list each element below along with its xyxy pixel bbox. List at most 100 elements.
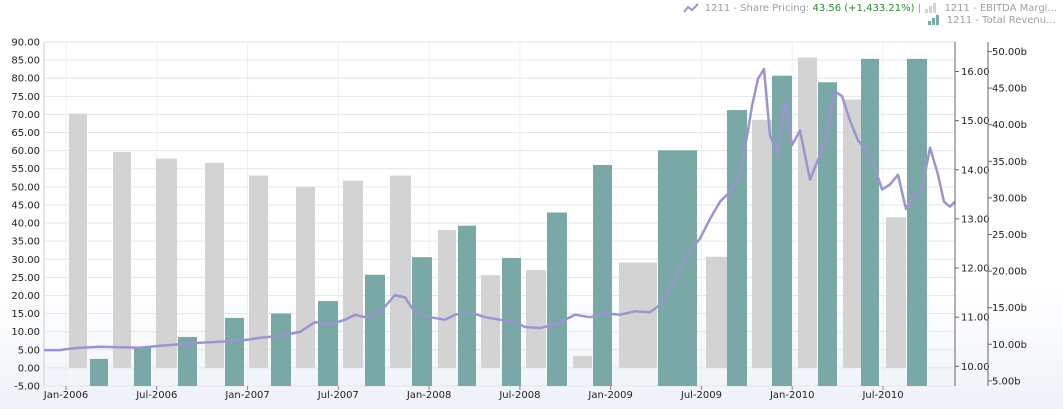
bar-chart-icon <box>925 3 937 13</box>
revenue-bar <box>458 225 476 386</box>
ebitda-bar <box>205 162 224 368</box>
axes: -5.00 0.00 5.00 10.00 15.00 20.00 25.00 30.00 35… <box>11 38 1027 402</box>
right-axis-2-tick-label: 40.00b <box>992 120 1027 131</box>
legend-revenue-label: 1211 - Total Revenu... <box>946 15 1056 26</box>
right-axis-2-tick-label: 35.00b <box>992 157 1027 168</box>
right-axis-2-tick-label: 15.00b <box>992 303 1027 314</box>
left-axis-tick-label: 75.00 <box>11 92 40 103</box>
revenue-bar <box>658 150 697 386</box>
ebitda-bar <box>706 256 727 368</box>
legend-ebitda-label: 1211 - EBITDA Margi... <box>944 3 1057 14</box>
ebitda-bar <box>886 217 906 368</box>
revenue-bar <box>547 212 567 386</box>
ebitda-bar <box>573 355 592 368</box>
left-axis-tick-label: 65.00 <box>11 128 40 139</box>
revenue-bar <box>318 301 338 386</box>
revenue-bar <box>178 336 197 386</box>
legend-share-label: 1211 - Share Pricing: <box>704 3 810 14</box>
legend-ebitda[interactable]: 1211 - EBITDA Margi... <box>924 3 1057 14</box>
right-axis-2-tick-label: 10.00b <box>992 340 1027 351</box>
revenue-bar <box>907 58 927 386</box>
ebitda-bar <box>390 175 411 368</box>
x-axis-tick-label: Jul-2008 <box>498 390 540 401</box>
right-axis-2-tick-label: 50.00b <box>992 47 1027 58</box>
right-axis-2-tick-label: 5.00b <box>992 376 1021 387</box>
ebitda-bar <box>438 229 456 368</box>
bar-chart-icon <box>927 15 939 25</box>
left-axis-tick-label: 85.00 <box>11 56 40 67</box>
right-axis-2-tick-label: 25.00b <box>992 230 1027 241</box>
revenue-bar <box>134 347 151 386</box>
x-axis-tick-label: Jan-2010 <box>769 390 814 401</box>
share-price-line <box>44 67 956 352</box>
right-axis-2-tick-label: 30.00b <box>992 193 1027 204</box>
line-chart-icon <box>682 3 699 13</box>
right-axis-1-tick-label: 13.00 <box>961 214 990 225</box>
left-axis-tick-label: 5.00 <box>18 345 40 356</box>
left-axis-tick-label: 45.00 <box>11 200 40 211</box>
left-axis-tick-label: 50.00 <box>11 182 40 193</box>
left-axis-tick-label: 35.00 <box>11 237 40 248</box>
right-axis-2-tick-label: 20.00b <box>992 267 1027 278</box>
revenue-bars <box>90 58 927 387</box>
right-axis-2-tick-label: 45.00b <box>992 84 1027 95</box>
left-axis-tick-label: 90.00 <box>11 38 40 49</box>
x-axis-tick-label: Jul-2007 <box>317 390 359 401</box>
right-axis-1-tick-label: 15.00 <box>961 116 990 127</box>
legend-share-pricing[interactable]: 1211 - Share Pricing: 43.56 (+1,433.21%) <box>682 3 918 14</box>
chart-legend: 1211 - Share Pricing: 43.56 (+1,433.21%)… <box>682 3 1057 27</box>
x-axis-tick-label: Jan-2009 <box>587 390 632 401</box>
x-axis-tick-label: Jan-2008 <box>406 390 451 401</box>
left-axis-tick-label: 25.00 <box>11 273 40 284</box>
revenue-bar <box>271 313 291 386</box>
legend-separator: | <box>917 3 922 14</box>
left-axis-tick-label: 55.00 <box>11 164 40 175</box>
ebitda-bar <box>481 275 500 368</box>
ebitda-bars <box>69 57 906 368</box>
right-axis-1-tick-label: 11.00 <box>961 313 990 324</box>
ebitda-bar <box>343 180 363 368</box>
left-axis-tick-label: 0.00 <box>18 363 40 374</box>
ebitda-bar <box>798 57 817 368</box>
left-axis-tick-label: -5.00 <box>14 382 40 393</box>
ebitda-bar <box>113 152 131 368</box>
ebitda-bar <box>526 270 546 368</box>
right-axis-1-tick-label: 16.00 <box>961 67 990 78</box>
legend-row-top: 1211 - Share Pricing: 43.56 (+1,433.21%)… <box>682 3 1057 15</box>
left-axis-tick-label: 60.00 <box>11 146 40 157</box>
x-axis-tick-label: Jul-2006 <box>135 390 177 401</box>
revenue-bar <box>593 164 612 386</box>
revenue-bar <box>365 274 385 386</box>
legend-revenue[interactable]: 1211 - Total Revenu... <box>927 15 1056 26</box>
revenue-bar <box>861 58 879 386</box>
left-axis-tick-label: 10.00 <box>11 327 40 338</box>
ebitda-bar <box>249 175 268 368</box>
revenue-bar <box>818 82 837 387</box>
legend-share-value: 43.56 (+1,433.21%) <box>812 3 915 14</box>
left-axis-tick-label: 40.00 <box>11 219 40 230</box>
right-axis-1-tick-label: 10.00 <box>961 362 990 373</box>
ebitda-bar <box>69 113 87 368</box>
x-axis-tick-label: Jul-2009 <box>680 390 722 401</box>
left-axis-tick-label: 15.00 <box>11 309 40 320</box>
x-axis-tick-label: Jan-2006 <box>43 390 88 401</box>
left-axis-tick-label: 70.00 <box>11 110 40 121</box>
revenue-bar <box>225 317 244 386</box>
share-price-path <box>44 67 956 352</box>
revenue-bar <box>412 257 432 386</box>
left-axis-tick-label: 80.00 <box>11 74 40 85</box>
legend-row-bottom: 1211 - Total Revenu... <box>683 15 1057 27</box>
ebitda-bar <box>843 99 861 368</box>
revenue-bar <box>727 110 747 386</box>
revenue-bar <box>90 358 108 386</box>
left-axis-tick-label: 20.00 <box>11 291 40 302</box>
ebitda-bar <box>296 186 315 368</box>
right-axis-1-tick-label: 14.00 <box>961 165 990 176</box>
left-axis-tick-label: 30.00 <box>11 255 40 266</box>
ebitda-bar <box>156 158 177 368</box>
ebitda-bar <box>619 262 657 368</box>
x-axis-tick-label: Jan-2007 <box>224 390 269 401</box>
x-axis-tick-label: Jul-2010 <box>861 390 903 401</box>
right-axis-1-tick-label: 12.00 <box>961 264 990 275</box>
